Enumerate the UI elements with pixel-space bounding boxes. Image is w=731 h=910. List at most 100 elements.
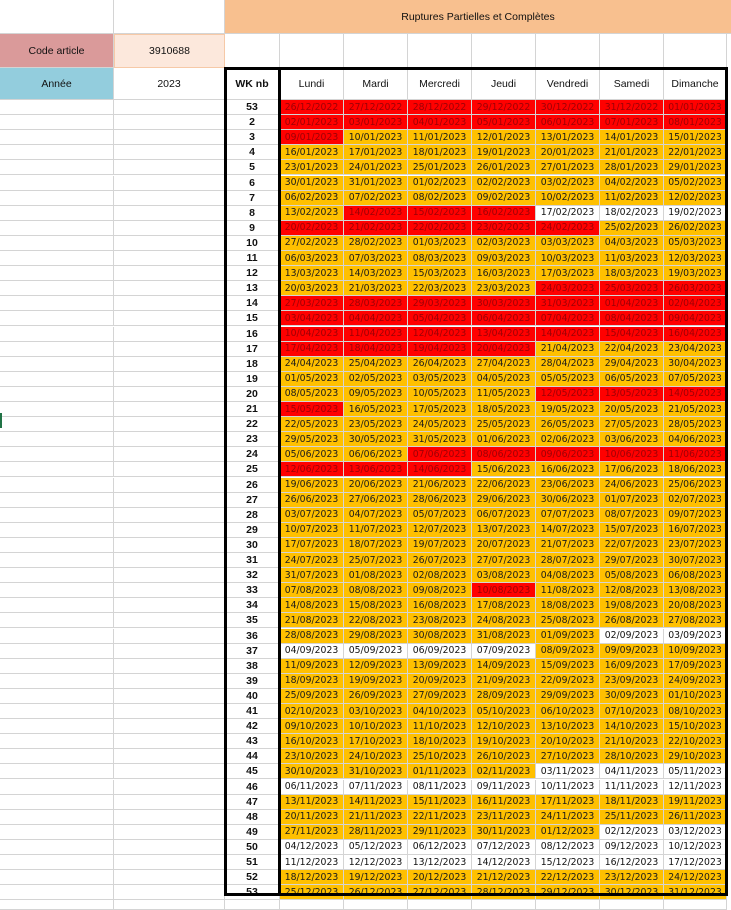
date-cell-mardi[interactable]: 27/12/2022 [344, 100, 408, 116]
date-cell-vendredi[interactable]: 10/03/2023 [536, 251, 600, 267]
date-cell-mardi[interactable]: 19/12/2023 [344, 870, 408, 886]
date-cell-lundi[interactable]: 13/03/2023 [280, 266, 344, 282]
empty-cell[interactable] [114, 522, 225, 538]
week-number[interactable]: 44 [225, 749, 280, 765]
date-cell-mercredi[interactable]: 07/06/2023 [408, 447, 472, 463]
date-cell-jeudi[interactable]: 19/10/2023 [472, 734, 536, 750]
date-cell-vendredi[interactable]: 28/07/2023 [536, 553, 600, 569]
date-cell-lundi[interactable]: 06/02/2023 [280, 190, 344, 206]
date-cell-mardi[interactable]: 17/10/2023 [344, 734, 408, 750]
empty-cell[interactable] [114, 477, 225, 493]
date-cell-samedi[interactable]: 21/10/2023 [600, 734, 664, 750]
date-cell-vendredi[interactable]: 29/12/2023 [536, 885, 600, 901]
date-cell-mardi[interactable]: 25/04/2023 [344, 356, 408, 372]
date-cell-jeudi[interactable]: 22/06/2023 [472, 477, 536, 493]
date-cell-mercredi[interactable]: 24/05/2023 [408, 417, 472, 433]
date-cell-dimanche[interactable]: 31/12/2023 [664, 885, 727, 901]
empty-cell[interactable] [0, 568, 114, 584]
week-number[interactable]: 17 [225, 341, 280, 357]
empty-cell[interactable] [664, 900, 727, 910]
date-cell-samedi[interactable]: 15/04/2023 [600, 326, 664, 342]
empty-cell[interactable] [0, 598, 114, 614]
date-cell-jeudi[interactable]: 21/09/2023 [472, 673, 536, 689]
week-number[interactable]: 41 [225, 704, 280, 720]
date-cell-mardi[interactable]: 21/03/2023 [344, 281, 408, 297]
date-cell-mercredi[interactable]: 23/08/2023 [408, 613, 472, 629]
date-cell-mercredi[interactable]: 08/03/2023 [408, 251, 472, 267]
date-cell-dimanche[interactable]: 17/09/2023 [664, 658, 727, 674]
report-title[interactable]: Ruptures Partielles et Complètes [225, 0, 731, 34]
date-cell-jeudi[interactable]: 16/11/2023 [472, 794, 536, 810]
empty-cell[interactable] [114, 145, 225, 161]
date-cell-jeudi[interactable]: 28/09/2023 [472, 688, 536, 704]
date-cell-samedi[interactable]: 06/05/2023 [600, 371, 664, 387]
empty-cell[interactable] [0, 356, 114, 372]
empty-cell[interactable] [114, 326, 225, 342]
date-cell-samedi[interactable]: 13/05/2023 [600, 386, 664, 402]
week-number[interactable]: 27 [225, 492, 280, 508]
date-cell-mardi[interactable]: 31/01/2023 [344, 175, 408, 191]
empty-cell[interactable] [0, 447, 114, 463]
date-cell-dimanche[interactable]: 05/11/2023 [664, 764, 727, 780]
empty-cell[interactable] [114, 870, 225, 886]
week-number[interactable]: 35 [225, 613, 280, 629]
date-cell-dimanche[interactable]: 02/04/2023 [664, 296, 727, 312]
date-cell-jeudi[interactable]: 01/06/2023 [472, 432, 536, 448]
date-cell-mercredi[interactable]: 08/11/2023 [408, 779, 472, 795]
date-cell-jeudi[interactable]: 05/10/2023 [472, 704, 536, 720]
week-number[interactable]: 37 [225, 643, 280, 659]
empty-cell[interactable] [114, 402, 225, 418]
date-cell-dimanche[interactable]: 10/12/2023 [664, 839, 727, 855]
empty-cell[interactable] [114, 492, 225, 508]
date-cell-jeudi[interactable]: 13/07/2023 [472, 522, 536, 538]
week-number[interactable]: 51 [225, 855, 280, 871]
week-number[interactable]: 21 [225, 402, 280, 418]
date-cell-jeudi[interactable]: 07/09/2023 [472, 643, 536, 659]
date-cell-dimanche[interactable]: 17/12/2023 [664, 855, 727, 871]
empty-cell[interactable] [0, 432, 114, 448]
date-cell-lundi[interactable]: 25/09/2023 [280, 688, 344, 704]
week-number[interactable]: 16 [225, 326, 280, 342]
date-cell-samedi[interactable]: 29/07/2023 [600, 553, 664, 569]
date-cell-dimanche[interactable]: 26/03/2023 [664, 281, 727, 297]
empty-cell[interactable] [225, 900, 280, 910]
date-cell-dimanche[interactable]: 24/12/2023 [664, 870, 727, 886]
empty-cell[interactable] [0, 462, 114, 478]
date-cell-mardi[interactable]: 30/05/2023 [344, 432, 408, 448]
date-cell-lundi[interactable]: 10/07/2023 [280, 522, 344, 538]
date-cell-mardi[interactable]: 07/11/2023 [344, 779, 408, 795]
date-cell-mardi[interactable]: 05/09/2023 [344, 643, 408, 659]
date-cell-mardi[interactable]: 23/05/2023 [344, 417, 408, 433]
week-number[interactable]: 32 [225, 568, 280, 584]
date-cell-dimanche[interactable]: 24/09/2023 [664, 673, 727, 689]
date-cell-samedi[interactable]: 28/01/2023 [600, 160, 664, 176]
date-cell-jeudi[interactable]: 30/03/2023 [472, 296, 536, 312]
code-article-value[interactable]: 3910688 [114, 34, 225, 68]
date-cell-dimanche[interactable]: 20/08/2023 [664, 598, 727, 614]
date-cell-dimanche[interactable]: 27/08/2023 [664, 613, 727, 629]
empty-cell[interactable] [0, 824, 114, 840]
week-number[interactable]: 15 [225, 311, 280, 327]
date-cell-samedi[interactable]: 09/09/2023 [600, 643, 664, 659]
date-cell-mercredi[interactable]: 20/12/2023 [408, 870, 472, 886]
date-cell-samedi[interactable]: 25/03/2023 [600, 281, 664, 297]
date-cell-dimanche[interactable]: 07/05/2023 [664, 371, 727, 387]
empty-cell[interactable] [0, 583, 114, 599]
empty-cell[interactable] [344, 900, 408, 910]
date-cell-jeudi[interactable]: 15/06/2023 [472, 462, 536, 478]
week-number[interactable]: 31 [225, 553, 280, 569]
date-cell-mardi[interactable]: 26/09/2023 [344, 688, 408, 704]
date-cell-lundi[interactable]: 23/10/2023 [280, 749, 344, 765]
date-cell-mardi[interactable]: 25/07/2023 [344, 553, 408, 569]
empty-cell[interactable] [114, 598, 225, 614]
date-cell-jeudi[interactable]: 09/11/2023 [472, 779, 536, 795]
empty-cell[interactable] [0, 145, 114, 161]
date-cell-vendredi[interactable]: 21/04/2023 [536, 341, 600, 357]
date-cell-mardi[interactable]: 01/08/2023 [344, 568, 408, 584]
date-cell-samedi[interactable]: 11/02/2023 [600, 190, 664, 206]
date-cell-vendredi[interactable]: 17/03/2023 [536, 266, 600, 282]
week-number[interactable]: 42 [225, 719, 280, 735]
date-cell-mercredi[interactable]: 22/02/2023 [408, 220, 472, 236]
date-cell-vendredi[interactable]: 14/04/2023 [536, 326, 600, 342]
date-cell-dimanche[interactable]: 26/11/2023 [664, 809, 727, 825]
